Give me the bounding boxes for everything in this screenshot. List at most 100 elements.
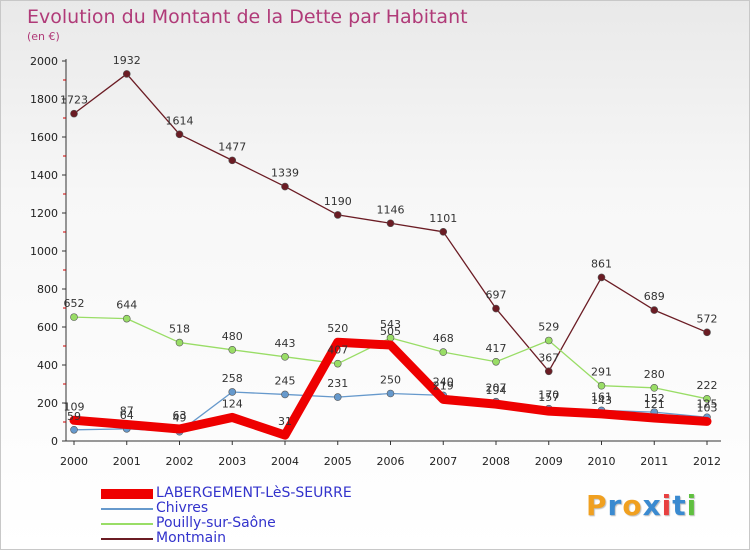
legend-swatch-pouilly <box>101 523 153 525</box>
y-tick-label: 1400 <box>30 169 58 182</box>
data-label-3: 1101 <box>429 212 457 225</box>
legend-swatch-labergement <box>101 489 153 499</box>
series-point-1 <box>228 388 237 396</box>
series-point-3 <box>597 273 606 282</box>
series-point-2 <box>70 313 78 321</box>
logo-letter: P <box>586 489 608 522</box>
legend-label-chivres: Chivres <box>156 500 209 516</box>
series-point-1 <box>333 393 342 401</box>
series-point-3 <box>650 306 659 314</box>
data-label-1: 152 <box>644 392 665 405</box>
x-tick-label: 2002 <box>166 455 194 468</box>
data-label-0: 520 <box>327 322 348 335</box>
series-point-3 <box>492 304 500 313</box>
y-tick-label: 1600 <box>30 131 58 144</box>
data-label-2: 518 <box>169 323 190 336</box>
data-label-2: 417 <box>486 342 507 355</box>
legend-label-pouilly: Pouilly-sur-Saône <box>156 515 276 531</box>
data-label-2: 443 <box>275 337 296 350</box>
data-label-3: 1190 <box>324 195 352 208</box>
series-point-3 <box>281 182 289 191</box>
series-point-1 <box>70 425 78 434</box>
x-tick-label: 2006 <box>377 455 405 468</box>
x-tick-label: 2004 <box>271 455 299 468</box>
logo-letter: i <box>686 489 698 522</box>
data-label-1: 64 <box>120 409 134 422</box>
chart-title: Evolution du Montant de la Dette par Hab… <box>27 6 468 28</box>
series-point-2 <box>228 345 237 354</box>
logo-letter: r <box>607 489 623 522</box>
legend: LABERGEMENT-LèS-SEURRE Chivres Pouilly-s… <box>101 486 401 546</box>
data-label-1: 49 <box>173 412 187 425</box>
legend-item-chivres[interactable]: Chivres <box>101 501 401 516</box>
series-point-1 <box>386 389 395 398</box>
x-tick-label: 2009 <box>535 455 563 468</box>
data-label-0: 87 <box>120 404 134 417</box>
logo-letter: t <box>672 489 687 522</box>
data-label-0: 143 <box>591 394 612 407</box>
series-point-2 <box>703 395 711 403</box>
data-label-2: 480 <box>222 330 243 343</box>
data-label-0: 219 <box>433 379 454 392</box>
data-label-2: 543 <box>380 318 401 331</box>
series-point-3 <box>175 130 184 139</box>
logo-letter: x <box>642 489 662 522</box>
data-label-1: 170 <box>538 389 559 402</box>
data-label-1: 240 <box>433 375 454 388</box>
data-label-1: 161 <box>591 390 612 403</box>
data-label-1: 59 <box>67 410 81 423</box>
x-tick-label: 2010 <box>588 455 616 468</box>
y-tick-label: 200 <box>37 397 58 410</box>
y-tick-label: 600 <box>37 321 58 334</box>
data-label-3: 1723 <box>60 94 88 107</box>
data-label-2: 407 <box>327 344 348 357</box>
series-point-2 <box>175 338 184 347</box>
series-point-1 <box>281 390 289 399</box>
data-label-0: 194 <box>486 384 507 397</box>
data-label-0: 124 <box>222 397 243 410</box>
series-point-2 <box>492 357 500 366</box>
series-point-3 <box>228 156 237 165</box>
data-label-2: 291 <box>591 366 612 379</box>
legend-label-montmain: Montmain <box>156 530 226 546</box>
y-tick-label: 2000 <box>30 55 58 68</box>
x-tick-label: 2012 <box>693 455 721 468</box>
data-label-2: 280 <box>644 368 665 381</box>
data-label-2: 529 <box>538 320 559 333</box>
y-tick-label: 0 <box>51 435 58 448</box>
series-point-2 <box>122 314 131 323</box>
y-tick-label: 1200 <box>30 207 58 220</box>
legend-label-labergement: LABERGEMENT-LèS-SEURRE <box>156 485 352 501</box>
data-label-3: 367 <box>538 351 559 364</box>
x-tick-label: 2011 <box>640 455 668 468</box>
x-tick-label: 2005 <box>324 455 352 468</box>
data-label-0: 31 <box>278 415 292 428</box>
x-tick-label: 2007 <box>429 455 457 468</box>
x-tick-label: 2008 <box>482 455 510 468</box>
data-label-2: 652 <box>64 297 85 310</box>
logo-letter: o <box>622 489 643 522</box>
legend-item-pouilly[interactable]: Pouilly-sur-Saône <box>101 516 401 531</box>
data-label-0: 505 <box>380 325 401 338</box>
series-point-3 <box>544 367 553 376</box>
data-label-3: 1932 <box>113 54 141 67</box>
logo-letter: i <box>661 489 673 522</box>
x-tick-label: 2003 <box>218 455 246 468</box>
series-point-2 <box>650 383 659 392</box>
legend-item-montmain[interactable]: Montmain <box>101 531 401 546</box>
legend-item-labergement[interactable]: LABERGEMENT-LèS-SEURRE <box>101 486 401 501</box>
data-label-1: 207 <box>486 382 507 395</box>
series-point-3 <box>386 219 395 228</box>
data-label-2: 644 <box>116 299 137 312</box>
data-label-3: 1614 <box>166 114 194 127</box>
data-label-1: 231 <box>327 377 348 390</box>
series-point-2 <box>597 381 606 390</box>
legend-swatch-chivres <box>101 508 153 510</box>
data-label-2: 468 <box>433 332 454 345</box>
data-label-1: 258 <box>222 372 243 385</box>
legend-swatch-montmain <box>101 538 153 540</box>
series-point-3 <box>333 211 342 219</box>
data-label-0: 109 <box>64 400 85 413</box>
